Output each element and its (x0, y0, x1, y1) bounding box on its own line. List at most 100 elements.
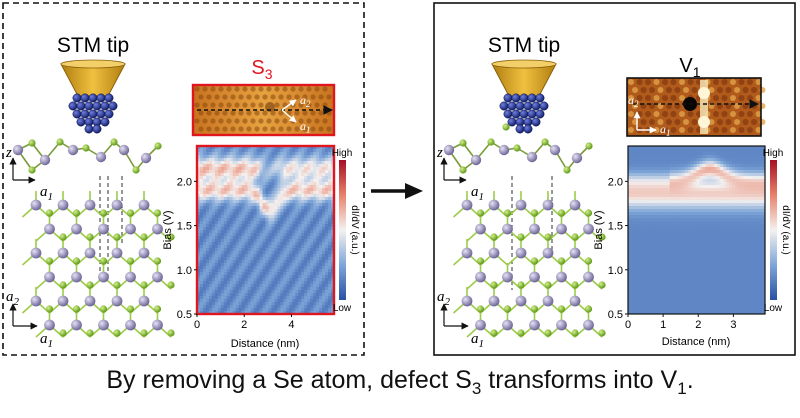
se-atom-icon (59, 281, 67, 289)
right-xlabel: Distance (nm) (662, 336, 730, 348)
tip-atom-icon (96, 109, 106, 119)
tip-atom-icon (92, 124, 102, 134)
x-tick-label: 0 (194, 319, 200, 331)
right-tip-label: STM tip (488, 34, 560, 57)
left-side-view-lattice: z a1 (5, 138, 162, 276)
tip-atom-icon (507, 117, 517, 127)
tip-atom-icon (100, 101, 110, 111)
se-atom-icon (571, 233, 579, 241)
metal-atom-icon (98, 271, 109, 283)
tip-atom-icon (104, 93, 114, 103)
caption-s3: S3 (455, 366, 482, 398)
right-dIdV-map: 0 1 2 3 0.5 1.0 1.5 2.0 Distance (nm) Bias (V)… (593, 145, 791, 348)
metal-atom-icon (140, 152, 152, 164)
metal-atom-icon (542, 199, 554, 211)
metal-atom-icon (461, 247, 473, 259)
se-atom-icon (503, 209, 512, 217)
se-atom-icon (563, 166, 571, 174)
right-panel-frame (433, 2, 796, 356)
se-atom-icon (132, 166, 140, 174)
se-atom-icon (476, 257, 485, 265)
metal-atom-icon (475, 319, 486, 331)
tip-atom-icon (108, 101, 118, 111)
metal-atom-icon (125, 319, 136, 331)
metal-atom-icon (488, 199, 500, 211)
se-atom-icon (584, 305, 593, 313)
metal-atom-icon (44, 319, 55, 331)
se-atom-icon (487, 138, 495, 146)
left-stm-tip-icon (60, 59, 126, 134)
se-atom-icon (153, 257, 162, 265)
right-cb-label: dI/dV (a.u.) (780, 205, 791, 254)
right-defect-label: V1 (679, 55, 700, 80)
se-atom-icon (584, 257, 593, 265)
left-axis-a1-top: a1 (40, 184, 53, 203)
metal-atom-icon (542, 295, 554, 307)
x-tick-label: 0 (625, 319, 631, 331)
se-atom-icon (45, 305, 54, 313)
right-axis-a1-top: a1 (471, 184, 484, 203)
left-top-view-lattice: a2 a1 (6, 191, 175, 350)
left-cb-high: High (332, 148, 353, 159)
se-atom-icon (86, 281, 94, 289)
metal-atom-icon (488, 247, 500, 259)
metal-atom-icon (502, 223, 513, 235)
left-axis-z: z (5, 145, 12, 161)
y-tick-label: 2.0 (608, 176, 623, 188)
se-atom-icon (571, 329, 579, 337)
tip-atom-icon (503, 93, 513, 103)
se-atom-icon (544, 281, 552, 289)
left-defect-label: S3 (251, 57, 272, 82)
se-atom-icon (490, 281, 498, 289)
right-axis-a2: a2 (437, 289, 451, 308)
left-cb-low: Low (333, 303, 352, 314)
se-atom-icon (154, 142, 162, 150)
metal-atom-icon (498, 144, 510, 156)
metal-atom-icon (71, 319, 82, 331)
metal-atom-icon (57, 199, 69, 211)
se-atom-icon (530, 305, 539, 313)
tip-atom-icon (92, 101, 102, 111)
metal-atom-icon (529, 271, 540, 283)
metal-atom-icon (98, 223, 109, 235)
y-tick-label: 2.0 (177, 176, 192, 188)
se-atom-icon (59, 233, 67, 241)
right-top-view-lattice: a2 a1 (437, 191, 606, 350)
tip-atom-icon (523, 124, 533, 134)
se-atom-icon (56, 138, 64, 146)
se-atom-icon (557, 305, 566, 313)
se-atom-icon (45, 257, 54, 265)
tip-atom-icon (88, 93, 98, 103)
metal-atom-icon (111, 199, 123, 211)
tip-atom-icon (539, 101, 549, 111)
left-tip-label: STM tip (57, 34, 129, 57)
se-atom-icon (110, 138, 118, 146)
metal-atom-icon (57, 295, 69, 307)
se-atom-icon (530, 209, 539, 217)
left-axis-a2: a2 (6, 289, 20, 308)
tip-atom-icon (68, 101, 78, 111)
se-atom-icon (476, 209, 485, 217)
metal-atom-icon (488, 295, 500, 307)
left-colorbar (339, 160, 346, 300)
svg-text:a1: a1 (300, 119, 311, 135)
metal-atom-icon (515, 199, 527, 211)
se-atom-icon (86, 329, 94, 337)
metal-atom-icon (44, 223, 55, 235)
se-atom-icon (476, 305, 485, 313)
metal-atom-icon (569, 247, 581, 259)
tip-atom-icon (527, 109, 537, 119)
y-tick-label: 0.5 (177, 309, 192, 321)
metal-atom-icon (152, 223, 163, 235)
tip-atom-icon (88, 109, 98, 119)
metal-atom-icon (571, 152, 583, 164)
tip-atom-icon (519, 93, 529, 103)
left-topography-inset: a2 a1 (191, 83, 336, 137)
se-atom-icon (503, 305, 512, 313)
metal-atom-icon (475, 271, 486, 283)
se-atom-icon (72, 209, 81, 217)
left-ylabel: Bias (V) (162, 210, 174, 249)
se-atom-icon (86, 233, 94, 241)
right-stm-tip-icon (491, 59, 557, 134)
